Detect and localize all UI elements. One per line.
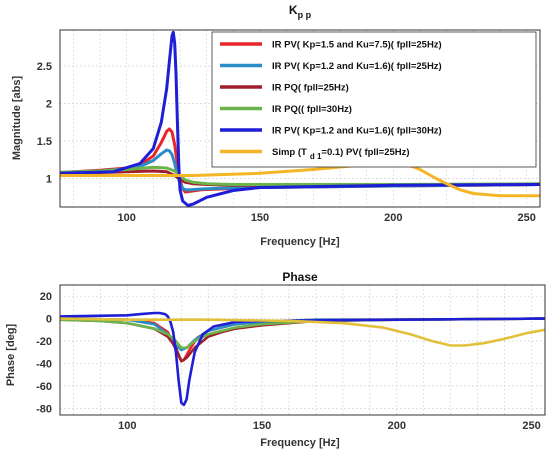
phase-lines-clip [60, 311, 545, 407]
magnitude-chart-title: Kp p [289, 3, 312, 20]
phase-y-tick-label: 20 [40, 291, 52, 303]
legend-label-text: IR PQ(( fpll=30Hz) [272, 104, 352, 115]
legend-label-text: Simp (T [272, 147, 307, 158]
legend-label-3: IR PQ( fpll=25Hz) [272, 83, 349, 94]
magnitude-title-main: K [289, 3, 298, 17]
legend-label-2: IR PV( Kp=1.2 and Ku=1.6)( fpll=25Hz) [272, 61, 442, 72]
legend-label-text: IR PQ( fpll=25Hz) [272, 83, 349, 94]
phase-y-axis-label: Phase [deg] [5, 323, 17, 386]
magnitude-chart: Kp p 100 150 200 250 1 1.5 2 2.5 Frequency [Hz]… [11, 3, 541, 248]
phase-y-tick-label: -40 [36, 358, 52, 370]
legend: IR PV( Kp=1.5 and Ku=7.5)( fpll=25Hz) IR … [211, 31, 537, 168]
phase-x-tick-label: 150 [253, 420, 271, 432]
phase-plot-frame [59, 284, 546, 416]
phase-grid [60, 285, 545, 415]
phase-y-tick-label: -60 [36, 381, 52, 393]
phase-y-tick-label: -80 [36, 403, 52, 415]
legend-label-text: IR PV( Kp=1.5 and Ku=7.5)( fpll=25Hz) [272, 40, 442, 51]
legend-label-rest: =0.1) PV( fpll=25Hz) [321, 147, 409, 158]
magnitude-y-tick-label: 2 [46, 99, 52, 111]
legend-label-1: IR PV( Kp=1.5 and Ku=7.5)( fpll=25Hz) [272, 40, 442, 51]
phase-chart-title: Phase [282, 270, 318, 284]
magnitude-x-tick-label: 150 [251, 212, 269, 224]
legend-label-text: IR PV( Kp=1.2 and Ku=1.6)( fpll=25Hz) [272, 61, 442, 72]
phase-x-axis-label: Frequency [Hz] [260, 437, 340, 449]
magnitude-title-sub: p p [298, 10, 312, 20]
magnitude-series-line-4 [60, 165, 540, 186]
phase-x-tick-label: 250 [522, 420, 540, 432]
magnitude-x-tick-label: 250 [517, 212, 535, 224]
magnitude-x-tick-label: 200 [384, 212, 402, 224]
legend-label-text: IR PV( Kp=1.2 and Ku=1.6)( fpll=30Hz) [272, 126, 442, 137]
legend-label-5: IR PV( Kp=1.2 and Ku=1.6)( fpll=30Hz) [272, 126, 442, 137]
phase-x-tick-label: 100 [118, 420, 136, 432]
magnitude-series-line-2 [60, 148, 540, 192]
phase-x-tick-label: 200 [388, 420, 406, 432]
magnitude-y-tick-label: 1.5 [37, 136, 52, 148]
phase-y-tick-label: -20 [36, 336, 52, 348]
magnitude-x-tick-label: 100 [117, 212, 135, 224]
magnitude-y-tick-label: 1 [46, 174, 52, 186]
magnitude-series-line-5 [60, 30, 540, 207]
phase-series-lines [60, 311, 545, 407]
legend-label-4: IR PQ(( fpll=30Hz) [272, 104, 352, 115]
magnitude-tick-labels: 100 150 200 250 1 1.5 2 2.5 [37, 61, 536, 224]
magnitude-y-axis-label: Magnitude [abs] [11, 76, 23, 161]
phase-y-tick-label: 0 [46, 314, 52, 326]
phase-series-line-5 [60, 311, 545, 407]
legend-box [211, 31, 537, 168]
magnitude-x-axis-label: Frequency [Hz] [260, 236, 340, 248]
phase-series-line-6 [60, 317, 545, 347]
legend-label-6: Simp (T d 1=0.1) PV( fpll=25Hz) [272, 147, 410, 161]
magnitude-plot-frame [59, 29, 541, 208]
magnitude-y-tick-label: 2.5 [37, 61, 52, 73]
legend-label-subscript: d 1 [310, 152, 322, 161]
